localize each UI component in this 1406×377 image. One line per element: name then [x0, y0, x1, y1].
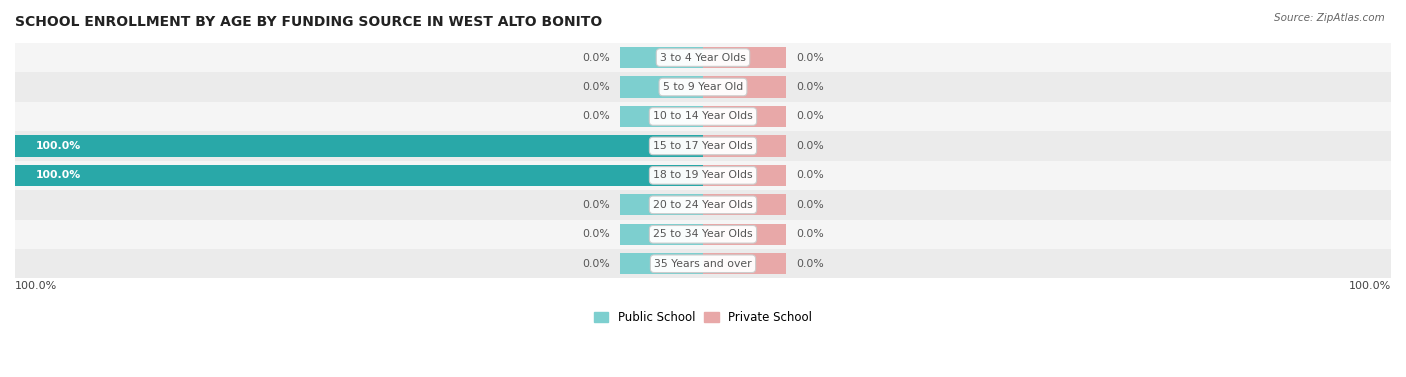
- Text: 0.0%: 0.0%: [582, 82, 610, 92]
- Text: 100.0%: 100.0%: [35, 170, 82, 180]
- Text: 5 to 9 Year Old: 5 to 9 Year Old: [662, 82, 744, 92]
- Text: 0.0%: 0.0%: [796, 229, 824, 239]
- Bar: [703, 165, 786, 186]
- Bar: [15, 190, 1391, 219]
- Bar: [620, 194, 703, 215]
- Legend: Public School, Private School: Public School, Private School: [589, 306, 817, 329]
- Bar: [620, 253, 703, 274]
- Text: Source: ZipAtlas.com: Source: ZipAtlas.com: [1274, 13, 1385, 23]
- Text: 20 to 24 Year Olds: 20 to 24 Year Olds: [654, 200, 752, 210]
- Text: SCHOOL ENROLLMENT BY AGE BY FUNDING SOURCE IN WEST ALTO BONITO: SCHOOL ENROLLMENT BY AGE BY FUNDING SOUR…: [15, 15, 602, 29]
- Bar: [15, 102, 1391, 131]
- Bar: [703, 224, 786, 245]
- Text: 0.0%: 0.0%: [796, 200, 824, 210]
- Text: 0.0%: 0.0%: [582, 259, 610, 269]
- Bar: [703, 194, 786, 215]
- Bar: [15, 72, 1391, 102]
- Text: 35 Years and over: 35 Years and over: [654, 259, 752, 269]
- Bar: [15, 161, 1391, 190]
- Bar: [15, 135, 703, 156]
- Text: 25 to 34 Year Olds: 25 to 34 Year Olds: [654, 229, 752, 239]
- Bar: [15, 165, 703, 186]
- Bar: [703, 135, 786, 156]
- Text: 0.0%: 0.0%: [582, 200, 610, 210]
- Bar: [620, 224, 703, 245]
- Text: 0.0%: 0.0%: [796, 82, 824, 92]
- Bar: [703, 77, 786, 98]
- Text: 100.0%: 100.0%: [1348, 281, 1391, 291]
- Text: 15 to 17 Year Olds: 15 to 17 Year Olds: [654, 141, 752, 151]
- Text: 100.0%: 100.0%: [15, 281, 58, 291]
- Text: 0.0%: 0.0%: [796, 259, 824, 269]
- Text: 0.0%: 0.0%: [796, 141, 824, 151]
- Text: 0.0%: 0.0%: [796, 170, 824, 180]
- Text: 0.0%: 0.0%: [582, 52, 610, 63]
- Text: 0.0%: 0.0%: [582, 112, 610, 121]
- Text: 18 to 19 Year Olds: 18 to 19 Year Olds: [654, 170, 752, 180]
- Bar: [15, 43, 1391, 72]
- Bar: [703, 106, 786, 127]
- Bar: [15, 219, 1391, 249]
- Text: 0.0%: 0.0%: [796, 52, 824, 63]
- Bar: [620, 47, 703, 68]
- Bar: [15, 249, 1391, 279]
- Bar: [620, 106, 703, 127]
- Bar: [620, 77, 703, 98]
- Text: 100.0%: 100.0%: [35, 141, 82, 151]
- Text: 0.0%: 0.0%: [582, 229, 610, 239]
- Text: 0.0%: 0.0%: [796, 112, 824, 121]
- Bar: [703, 253, 786, 274]
- Text: 10 to 14 Year Olds: 10 to 14 Year Olds: [654, 112, 752, 121]
- Text: 3 to 4 Year Olds: 3 to 4 Year Olds: [659, 52, 747, 63]
- Bar: [15, 131, 1391, 161]
- Bar: [703, 47, 786, 68]
